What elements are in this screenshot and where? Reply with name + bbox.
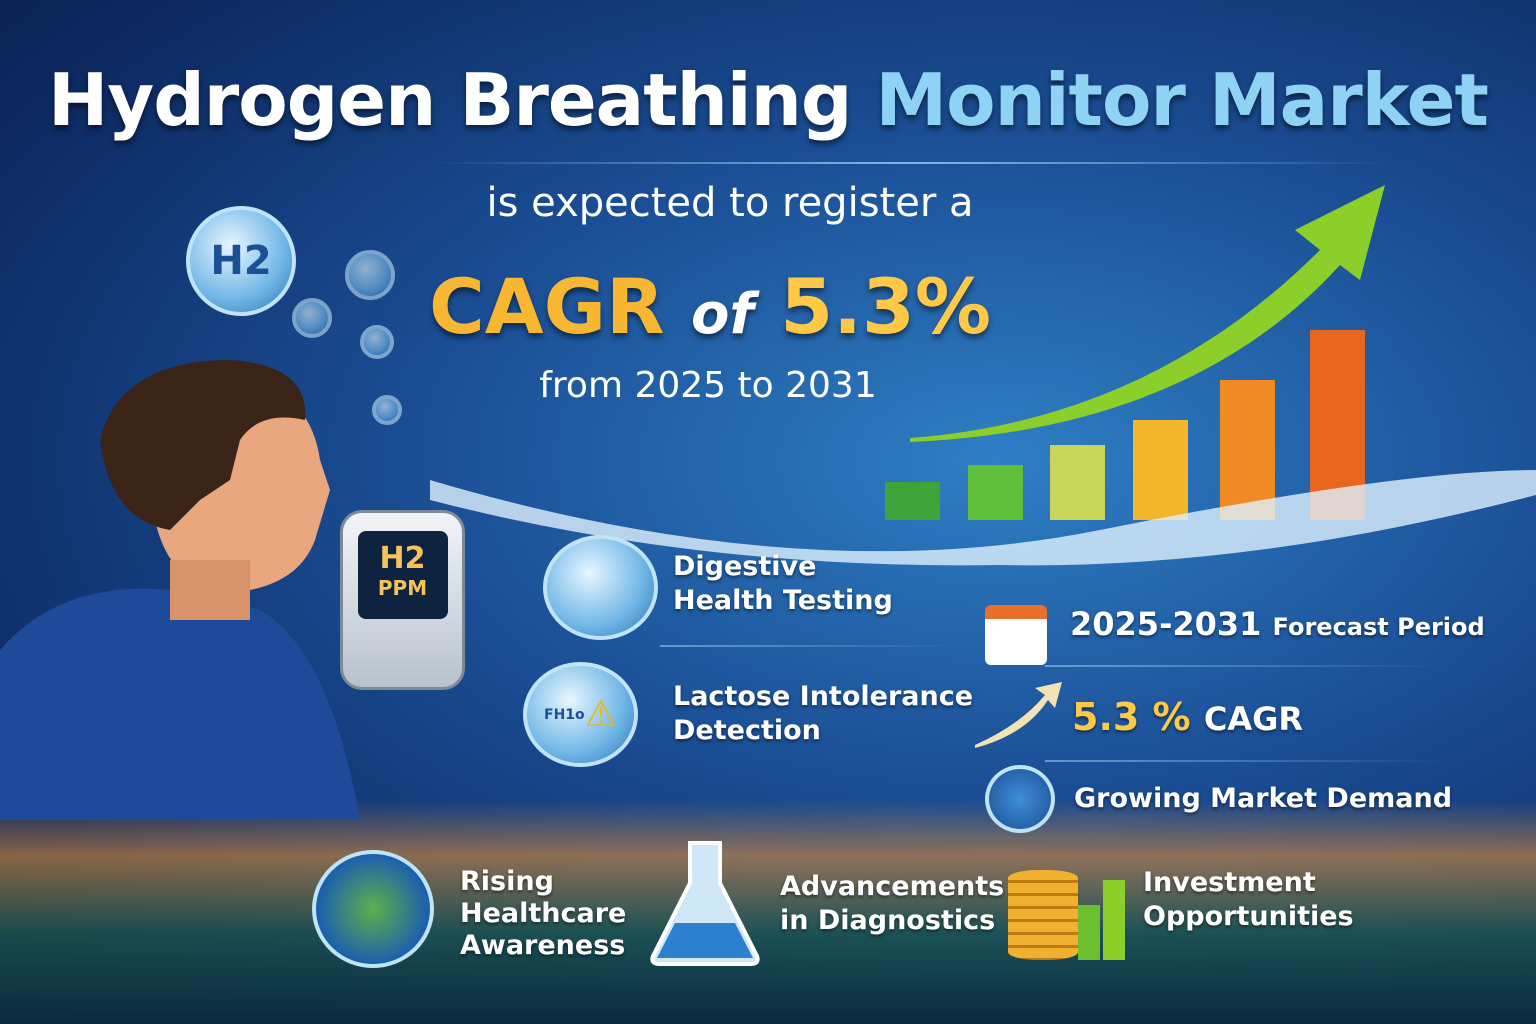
globe-chart-icon [312,850,434,968]
bottom-diagnostics: Advancements in Diagnostics [780,870,1004,938]
feature-digestive: Digestive Health Testing [673,550,893,618]
bottom-label: Awareness [460,930,626,961]
bar [1133,420,1188,520]
stat-cagr: 5.3 % CAGR [1072,695,1303,739]
bottom-label: in Diagnostics [780,905,996,936]
carton-label: FH1o [544,706,585,723]
divider [430,162,1390,164]
bottom-band [0,800,1536,1024]
feature-label: Lactose Intolerance [673,681,974,712]
of-text: of [690,282,754,347]
bubble-icon [360,325,394,359]
bubble-icon [345,250,395,300]
bar [1220,380,1275,520]
h2-bubble-icon: H2 [186,206,296,316]
bottom-label: Advancements [780,871,1005,902]
person-illustration [0,360,360,820]
title-part2: Monitor Market [875,58,1488,142]
bottom-label: Healthcare [460,898,627,929]
stat-forecast: 2025-2031 Forecast Period [1070,605,1485,643]
divider [660,645,960,647]
cagr-headline: CAGR of 5.3% [0,262,1420,351]
bar [968,465,1023,520]
wave-decoration [430,470,1536,566]
device-screen: H2 PPM [357,531,448,619]
growth-bar-chart [885,320,1375,520]
bottom-label: Rising [460,866,554,897]
feature-label: Health Testing [673,585,893,616]
cagr-label: CAGR [428,262,665,351]
bar [885,482,940,520]
breath-monitor-device: H2 PPM [340,510,465,690]
globe-icon [985,765,1055,833]
stat-demand: Growing Market Demand [1074,783,1452,814]
title-part1: Hydrogen Breathing [48,58,852,142]
growth-arrow-icon [910,185,1385,442]
period-text: from 2025 to 2031 [539,365,877,406]
h2-label: H2 [210,238,272,284]
cagr-value: 5.3% [780,262,992,351]
subtitle: is expected to register a [486,180,974,226]
page-title: Hydrogen Breathing Monitor Market [0,58,1536,142]
bottom-investment: Investment Opportunities [1143,866,1354,934]
stat-strong: 2025-2031 [1070,605,1262,643]
stat-strong: 5.3 % [1072,695,1191,739]
bottom-label: Investment [1143,867,1316,898]
bubble-icon [292,298,332,338]
divider [1045,665,1445,667]
bar [1050,445,1105,520]
device-screen-value: H2 [379,541,426,576]
stat-rest: Forecast Period [1272,613,1485,641]
stomach-magnifier-icon [543,535,658,640]
stat-rest: CAGR [1203,700,1304,738]
bottom-label: Opportunities [1143,901,1354,932]
feature-label: Detection [673,715,821,746]
trend-arrow-icon [975,682,1062,748]
flask-icon [650,841,760,966]
device-unit: PPM [377,576,428,600]
feature-label: Digestive [673,551,817,582]
milk-warning-icon: FH1o ⚠ [523,662,638,767]
bubble-icon [372,395,402,425]
calendar-icon [985,605,1047,665]
stat-rest: Growing Market Demand [1074,783,1453,814]
feature-lactose: Lactose Intolerance Detection [673,680,973,748]
bottom-awareness: Rising Healthcare Awareness [460,866,626,962]
divider [1045,760,1445,762]
coins-growth-icon [1008,840,1128,960]
